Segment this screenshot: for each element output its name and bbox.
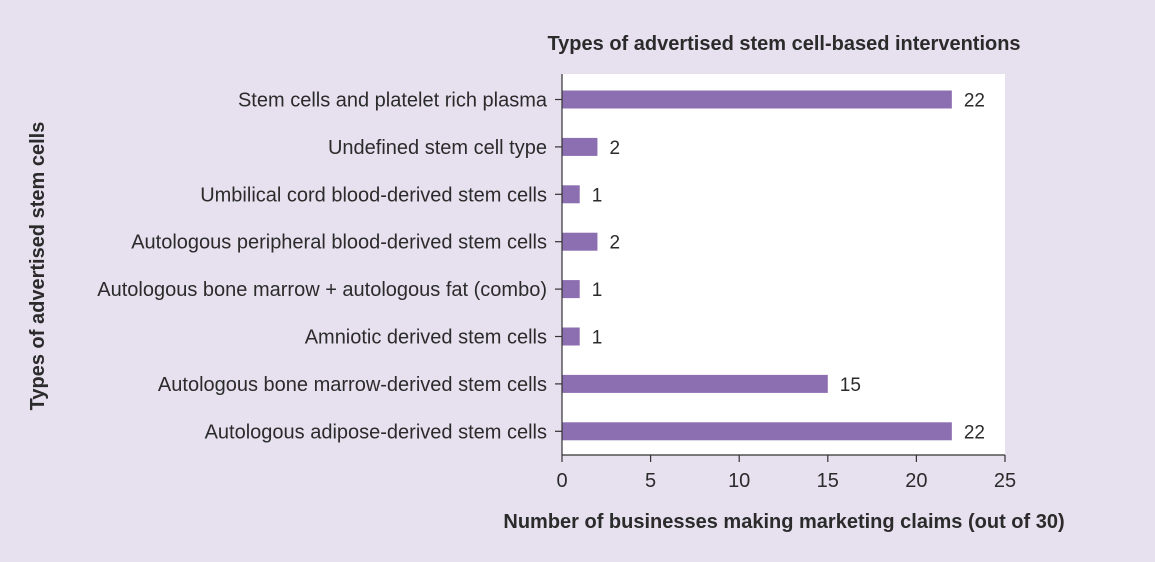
bar	[562, 90, 952, 109]
bar	[562, 422, 952, 441]
data-label: 22	[964, 422, 985, 443]
y-category-label: Autologous adipose-derived stem cells	[205, 421, 547, 443]
data-label: 1	[592, 280, 603, 301]
x-tick-label: 15	[817, 470, 839, 492]
data-label: 22	[964, 91, 985, 112]
y-category-label: Autologous peripheral blood-derived stem…	[131, 232, 547, 254]
x-tick-label: 5	[645, 470, 656, 492]
bar	[562, 280, 580, 299]
bar	[562, 137, 598, 156]
bar	[562, 374, 828, 393]
y-category-label: Amniotic derived stem cells	[305, 327, 547, 349]
y-category-label: Stem cells and platelet rich plasma	[238, 90, 548, 112]
y-category-label: Undefined stem cell type	[328, 137, 547, 159]
axes: 0 5 10 15 20 25 Stem cells and platelet rich p…	[97, 74, 1016, 492]
chart-title: Types of advertised stem cell-based inte…	[547, 33, 1020, 55]
y-category-label: Umbilical cord blood-derived stem cells	[200, 184, 547, 206]
x-tick-label: 0	[556, 470, 567, 492]
x-tick-label: 20	[905, 470, 927, 492]
data-label: 15	[840, 375, 861, 396]
y-axis-title: Types of advertised stem cells	[27, 122, 49, 411]
x-tick-label: 25	[994, 470, 1016, 492]
bar	[562, 232, 598, 251]
y-category-label: Autologous bone marrow-derived stem cell…	[158, 374, 547, 396]
bar	[562, 327, 580, 346]
data-label: 1	[592, 185, 603, 206]
x-tick-label: 10	[728, 470, 750, 492]
y-category-label: Autologous bone marrow + autologous fat …	[97, 279, 547, 301]
bar	[562, 185, 580, 204]
data-label: 1	[592, 328, 603, 349]
data-label: 2	[609, 138, 620, 159]
x-axis-title: Number of businesses making marketing cl…	[503, 511, 1064, 533]
plot-area	[562, 74, 1005, 455]
data-label: 2	[609, 233, 620, 254]
